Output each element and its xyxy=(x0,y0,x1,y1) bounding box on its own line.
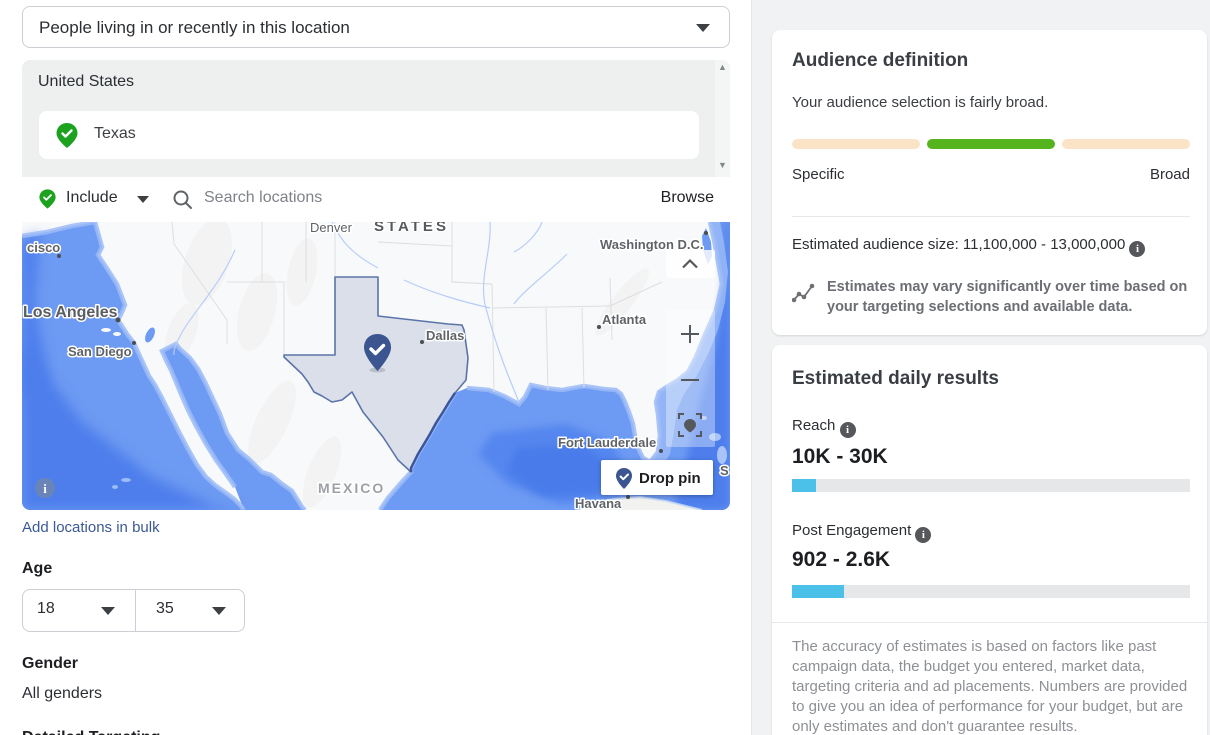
svg-text:Washington D.C.: Washington D.C. xyxy=(600,237,704,252)
svg-text:MEXICO: MEXICO xyxy=(318,480,385,496)
svg-text:Havana: Havana xyxy=(575,496,622,510)
svg-text:STATES: STATES xyxy=(374,222,449,235)
svg-text:Los Angeles: Los Angeles xyxy=(23,304,118,321)
svg-text:S: S xyxy=(720,463,729,478)
svg-text:Drop pin: Drop pin xyxy=(639,470,701,487)
svg-text:Atlanta: Atlanta xyxy=(602,312,647,327)
svg-text:Fort Lauderdale: Fort Lauderdale xyxy=(558,435,656,450)
svg-text:i: i xyxy=(43,481,47,496)
svg-text:Denver: Denver xyxy=(310,222,353,235)
svg-text:San Diego: San Diego xyxy=(68,344,132,359)
svg-text:Dallas: Dallas xyxy=(426,328,464,343)
svg-text:cisco: cisco xyxy=(27,240,60,255)
